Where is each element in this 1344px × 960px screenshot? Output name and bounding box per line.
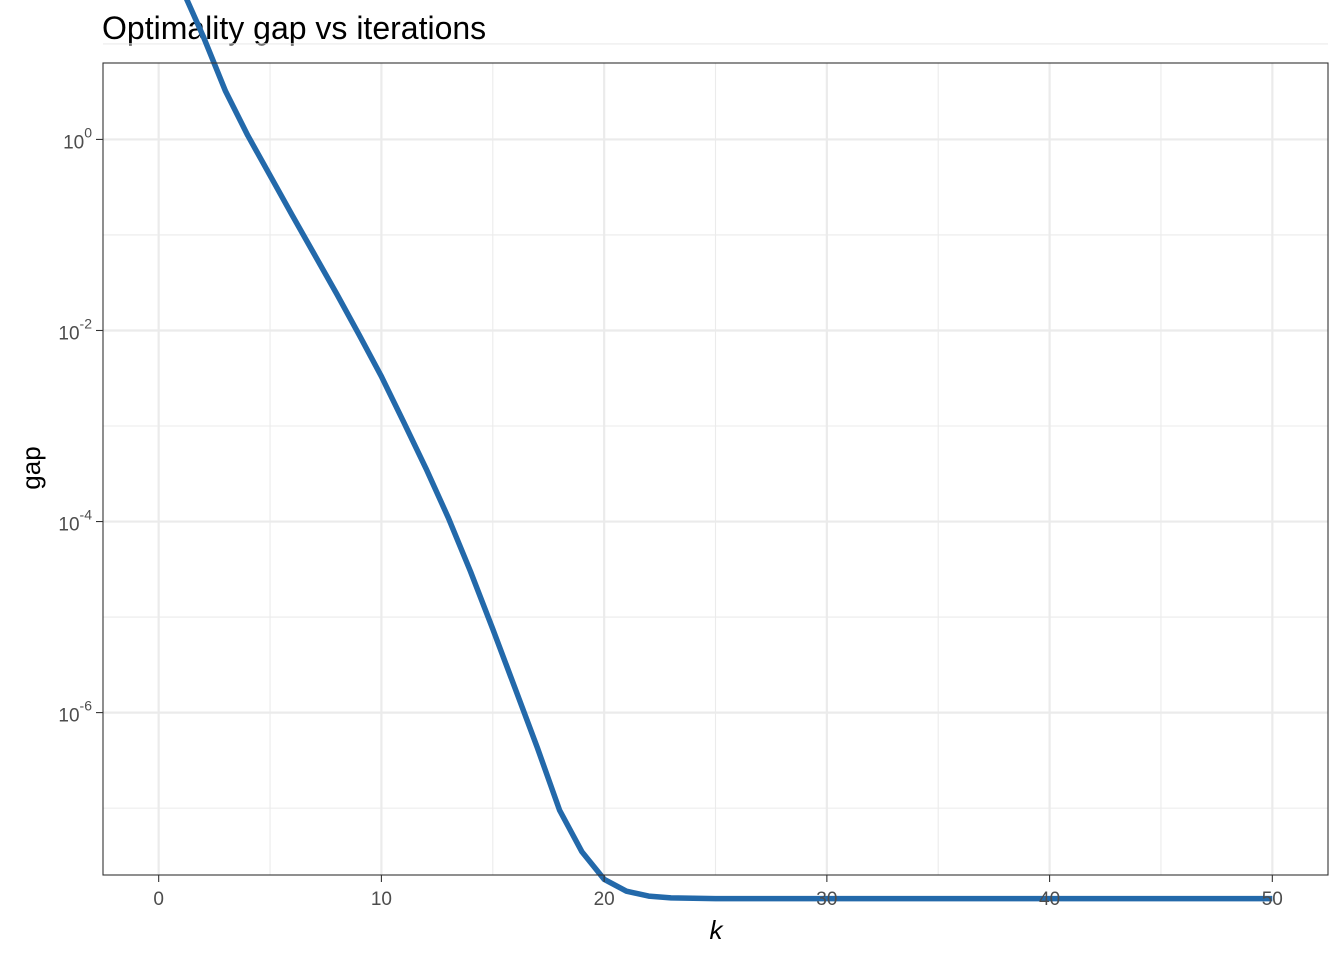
chart-title: Optimality gap vs iterations <box>102 10 486 46</box>
series-layer <box>184 0 1273 902</box>
x-tick-label: 50 <box>1262 889 1283 910</box>
x-tick-label: 0 <box>153 889 164 910</box>
y-axis: 10210010-210-410-6 <box>58 124 103 727</box>
plot-frame <box>102 62 1329 876</box>
y-tick-label: 10-6 <box>58 698 92 727</box>
x-axis-title: k <box>710 915 725 945</box>
y-tick-label: 10-2 <box>58 315 92 344</box>
y-tick-label: 100 <box>63 124 92 153</box>
grid <box>103 43 1328 875</box>
x-tick-label: 20 <box>594 889 615 910</box>
x-tick-label: 40 <box>1039 889 1060 910</box>
y-axis-title: gap <box>16 446 46 489</box>
x-axis: 0 10 20 30 40 50 <box>153 875 1283 910</box>
y-tick-label: 10-4 <box>58 507 92 536</box>
x-tick-label: 30 <box>816 889 837 910</box>
x-tick-label: 10 <box>371 889 392 910</box>
series-line-0 <box>184 0 1273 902</box>
